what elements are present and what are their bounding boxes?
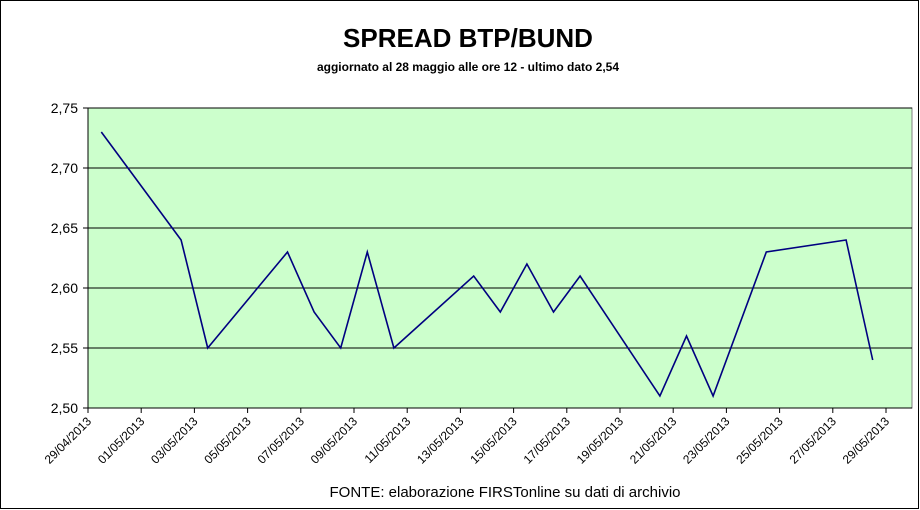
plot-area: [87, 107, 913, 409]
chart-subtitle: aggiornato al 28 maggio alle ore 12 - ul…: [317, 60, 619, 74]
y-tick-label: 2,75: [51, 100, 78, 116]
y-tick-label: 2,55: [51, 340, 78, 356]
source-note: FONTE: elaborazione FIRSTonline su dati …: [330, 484, 681, 501]
y-tick-label: 2,65: [51, 220, 78, 236]
y-tick-label: 2,60: [51, 280, 78, 296]
chart-title: SPREAD BTP/BUND: [343, 23, 593, 53]
line-series: [100, 131, 874, 399]
y-tick-label: 2,50: [51, 400, 78, 416]
y-tick-label: 2,70: [51, 160, 78, 176]
